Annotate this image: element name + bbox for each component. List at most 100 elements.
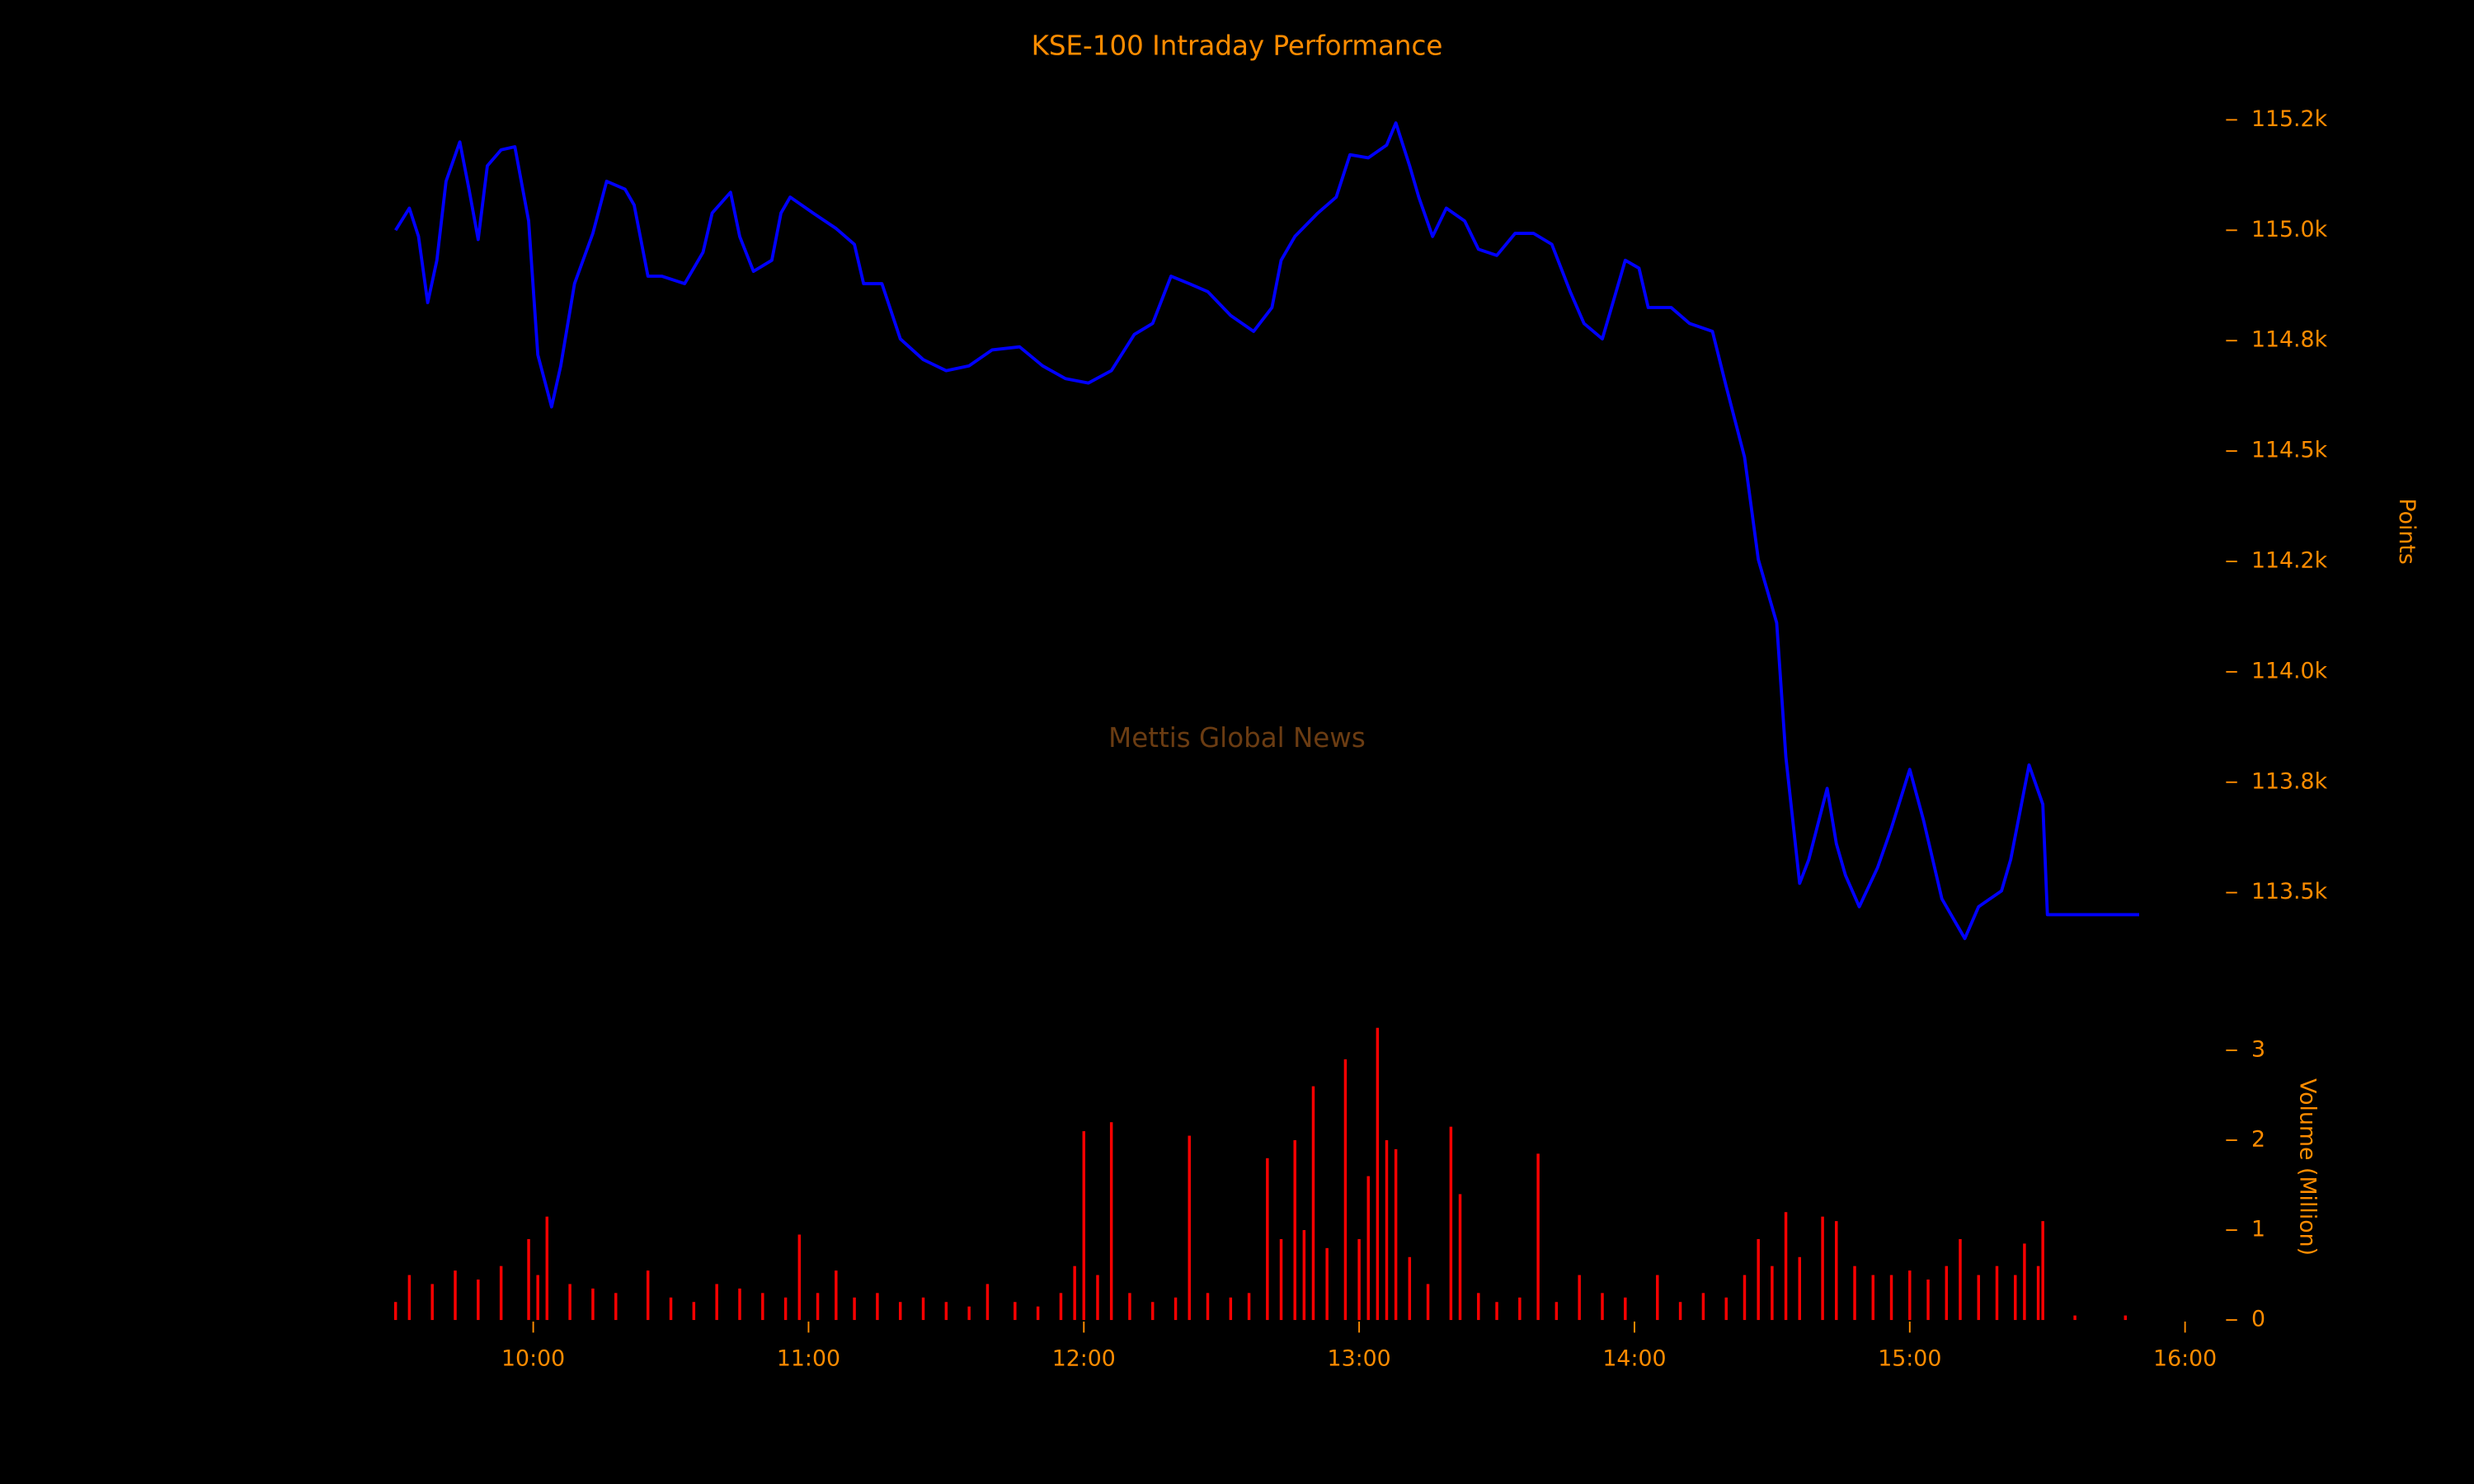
x-tick-label: 12:00 [1052,1345,1116,1371]
x-tick-label: 16:00 [2153,1345,2217,1371]
volume-bar [1678,1302,1682,1321]
y-tick-label: 2 [2251,1126,2265,1152]
volume-bar [545,1216,549,1321]
volume-bar [797,1234,802,1321]
volume-bar [1206,1293,1210,1321]
volume-bar [1821,1216,1824,1321]
volume-bar [1073,1266,1076,1321]
volume-bar [2014,1275,2017,1321]
volume-bar [853,1297,856,1321]
volume-bar [783,1297,788,1321]
volume-bar [1128,1293,1131,1321]
x-tick-label: 10:00 [501,1345,565,1371]
volume-bar [1302,1230,1306,1321]
volume-bar [1835,1221,1838,1321]
volume-bar [2073,1315,2077,1321]
volume-bar [536,1275,539,1321]
volume-bar [527,1238,530,1321]
chart-title: KSE-100 Intraday Performance [1032,30,1443,61]
volume-bar [1449,1126,1453,1321]
volume-bar [1325,1247,1329,1321]
x-tick-label: 15:00 [1878,1345,1941,1371]
volume-bar [1311,1086,1315,1321]
volume-bar [614,1293,618,1321]
volume-bar [1366,1176,1370,1321]
volume-bar [1279,1238,1283,1321]
y-axis-label: Points [2394,498,2420,564]
volume-bar [738,1288,741,1321]
volume-bar [1188,1135,1191,1321]
volume-bar [1601,1293,1604,1321]
volume-bar [1357,1238,1361,1321]
volume-bar [835,1270,838,1321]
volume-bar [1376,1027,1380,1321]
volume-bar [692,1302,696,1321]
volume-bar [1798,1256,1801,1321]
volume-bar [1266,1158,1269,1321]
volume-bar [1394,1148,1398,1321]
volume-bar [985,1284,990,1321]
volume-bar [499,1266,503,1321]
volume-bar [1853,1266,1856,1321]
volume-bar [1343,1059,1348,1321]
volume-bar [646,1270,650,1321]
volume-bar [1656,1275,1659,1321]
volume-bar [1014,1302,1017,1321]
y-tick-label: 3 [2251,1036,2265,1062]
y-axis-label: Volume (Million) [2294,1078,2320,1256]
price-line [394,121,2139,941]
volume-bar [715,1284,718,1321]
volume-bar [393,1302,397,1321]
volume-bar [568,1284,571,1321]
volume-bar [1771,1266,1774,1321]
y-tick-label: 114.5k [2251,438,2328,463]
volume-bar [430,1284,434,1321]
volume-bar [2041,1221,2044,1321]
volume-bar [1109,1122,1113,1321]
volume-bar [967,1306,971,1321]
volume-bar [1151,1302,1155,1321]
volume-bar [1743,1275,1747,1321]
volume-bar [1908,1270,1912,1321]
volume-bar [921,1297,925,1321]
volume-bar [1477,1293,1480,1321]
volume-bar [1871,1275,1874,1321]
volume-bar [1426,1284,1430,1321]
volume-bar [1959,1238,1962,1321]
volume-bar [1701,1293,1705,1321]
volume-bar [669,1297,673,1321]
volume-bar [1036,1306,1040,1321]
y-tick-label: 115.0k [2251,217,2328,242]
volume-bar [1945,1266,1949,1321]
y-tick-label: 115.2k [2251,106,2328,132]
volume-bar [1724,1297,1728,1321]
volume-bar [1229,1297,1233,1321]
volume-bar [1889,1275,1893,1321]
volume-bar [1784,1212,1788,1321]
volume-bar [761,1293,764,1321]
volume-bar [1458,1194,1462,1321]
volume-bar [1926,1279,1930,1321]
volume-bar [1385,1139,1389,1321]
volume-bar [2124,1315,2128,1321]
y-tick-label: 114.2k [2251,547,2328,573]
volume-bar [876,1293,879,1321]
volume-bar [591,1288,595,1321]
volume-bar [2036,1266,2040,1321]
watermark: Mettis Global News [1108,722,1366,754]
x-tick-label: 14:00 [1602,1345,1666,1371]
y-tick-label: 0 [2251,1307,2265,1332]
volume-bar [477,1279,480,1321]
x-tick-label: 11:00 [777,1345,840,1371]
volume-bar [1536,1153,1540,1321]
volume-bar [1757,1238,1760,1321]
volume-bar [1174,1297,1178,1321]
y-tick-label: 113.8k [2251,768,2328,794]
y-tick-label: 114.0k [2251,658,2328,683]
y-tick-label: 114.8k [2251,327,2328,353]
volume-bar [2023,1243,2026,1321]
x-tick-label: 13:00 [1328,1345,1391,1371]
